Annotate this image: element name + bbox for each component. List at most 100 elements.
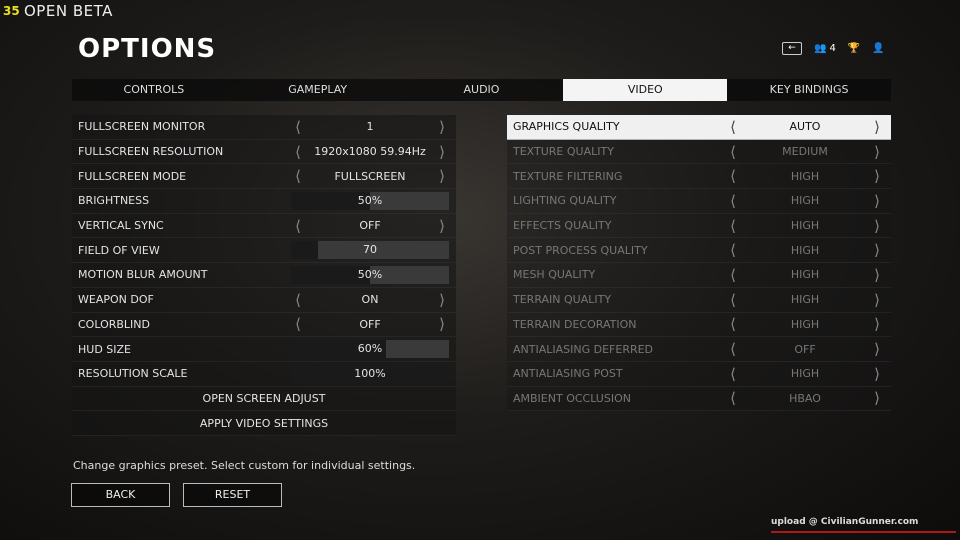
option-value: FULLSCREEN xyxy=(334,169,406,183)
setting-vertical-sync[interactable]: VERTICAL SYNC ⟨ OFF ⟩ xyxy=(72,213,456,239)
setting-mesh-quality[interactable]: MESH QUALITY ⟨ HIGH ⟩ xyxy=(507,263,891,288)
profile-icon[interactable]: 👤 xyxy=(872,43,885,54)
chevron-left-icon[interactable]: ⟨ xyxy=(730,191,736,210)
chevron-right-icon[interactable]: ⟩ xyxy=(874,315,880,334)
chevron-right-icon[interactable]: ⟩ xyxy=(874,142,880,161)
chevron-right-icon[interactable]: ⟩ xyxy=(439,315,445,334)
chevron-right-icon[interactable]: ⟩ xyxy=(874,167,880,186)
chevron-right-icon[interactable]: ⟩ xyxy=(874,191,880,210)
back-arrow-icon[interactable]: ← xyxy=(782,42,802,55)
chevron-right-icon[interactable]: ⟩ xyxy=(439,290,445,309)
setting-ambient-occlusion[interactable]: AMBIENT OCCLUSION ⟨ HBAO ⟩ xyxy=(507,386,891,412)
option-value: HBAO xyxy=(789,391,821,405)
setting-lighting-quality[interactable]: LIGHTING QUALITY ⟨ HIGH ⟩ xyxy=(507,189,891,214)
setting-field-of-view[interactable]: FIELD OF VIEW 70 xyxy=(72,238,456,264)
setting-label: BRIGHTNESS xyxy=(78,194,150,208)
slider[interactable]: 70 xyxy=(291,241,449,260)
chevron-left-icon[interactable]: ⟨ xyxy=(730,167,736,186)
setting-effects-quality[interactable]: EFFECTS QUALITY ⟨ HIGH ⟩ xyxy=(507,213,891,239)
setting-antialiasing-post[interactable]: ANTIALIASING POST ⟨ HIGH ⟩ xyxy=(507,361,891,387)
setting-antialiasing-deferred[interactable]: ANTIALIASING DEFERRED ⟨ OFF ⟩ xyxy=(507,337,891,362)
setting-texture-quality[interactable]: TEXTURE QUALITY ⟨ MEDIUM ⟩ xyxy=(507,139,891,165)
slider-fill xyxy=(291,241,318,260)
setting-label: ANTIALIASING DEFERRED xyxy=(513,342,654,356)
chevron-left-icon[interactable]: ⟨ xyxy=(295,216,301,235)
chevron-right-icon[interactable]: ⟩ xyxy=(874,216,880,235)
squad-icon: 👥 xyxy=(814,43,827,54)
chevron-right-icon[interactable]: ⟩ xyxy=(874,389,880,408)
setting-label: TERRAIN DECORATION xyxy=(513,317,637,331)
setting-fullscreen-mode[interactable]: FULLSCREEN MODE ⟨ FULLSCREEN ⟩ xyxy=(72,164,456,190)
chevron-left-icon[interactable]: ⟨ xyxy=(730,364,736,383)
chevron-left-icon[interactable]: ⟨ xyxy=(730,117,736,136)
tab-audio[interactable]: AUDIO xyxy=(463,83,500,96)
setting-graphics-quality[interactable]: GRAPHICS QUALITY ⟨ AUTO ⟩ xyxy=(507,115,891,140)
chevron-right-icon[interactable]: ⟩ xyxy=(874,117,880,136)
setting-post-process-quality[interactable]: POST PROCESS QUALITY ⟨ HIGH ⟩ xyxy=(507,238,891,264)
chevron-left-icon[interactable]: ⟨ xyxy=(730,142,736,161)
chevron-right-icon[interactable]: ⟩ xyxy=(874,265,880,284)
slider[interactable]: 50% xyxy=(291,265,449,284)
setting-label: POST PROCESS QUALITY xyxy=(513,243,648,257)
chevron-left-icon[interactable]: ⟨ xyxy=(295,142,301,161)
chevron-right-icon[interactable]: ⟩ xyxy=(439,117,445,136)
setting-motion-blur-amount[interactable]: MOTION BLUR AMOUNT 50% xyxy=(72,263,456,288)
slider[interactable]: 60% xyxy=(291,340,449,359)
setting-label: FULLSCREEN RESOLUTION xyxy=(78,145,224,159)
tab-video[interactable]: VIDEO xyxy=(563,79,728,101)
chevron-right-icon[interactable]: ⟩ xyxy=(874,241,880,260)
setting-terrain-quality[interactable]: TERRAIN QUALITY ⟨ HIGH ⟩ xyxy=(507,287,891,313)
chevron-right-icon[interactable]: ⟩ xyxy=(874,340,880,359)
slider-fill xyxy=(291,340,386,359)
chevron-left-icon[interactable]: ⟨ xyxy=(730,340,736,359)
apply-video-settings-button[interactable]: APPLY VIDEO SETTINGS xyxy=(72,411,456,436)
chevron-left-icon[interactable]: ⟨ xyxy=(730,241,736,260)
chevron-left-icon[interactable]: ⟨ xyxy=(730,290,736,309)
reset-button[interactable]: RESET xyxy=(183,483,282,507)
chevron-left-icon[interactable]: ⟨ xyxy=(730,389,736,408)
chevron-right-icon[interactable]: ⟩ xyxy=(874,290,880,309)
chevron-right-icon[interactable]: ⟩ xyxy=(439,167,445,186)
slider[interactable]: 100% xyxy=(291,364,449,383)
option-selector: ⟨ OFF ⟩ xyxy=(726,340,884,358)
tab-gameplay[interactable]: GAMEPLAY xyxy=(288,83,348,96)
help-text: Change graphics preset. Select custom fo… xyxy=(73,459,416,472)
option-value: HIGH xyxy=(790,169,820,183)
tab-controls[interactable]: CONTROLS xyxy=(123,83,185,96)
chevron-left-icon[interactable]: ⟨ xyxy=(295,315,301,334)
chevron-right-icon[interactable]: ⟩ xyxy=(874,364,880,383)
setting-terrain-decoration[interactable]: TERRAIN DECORATION ⟨ HIGH ⟩ xyxy=(507,312,891,338)
option-selector: ⟨ MEDIUM ⟩ xyxy=(726,143,884,161)
setting-label: EFFECTS QUALITY xyxy=(513,219,612,233)
setting-label: TEXTURE FILTERING xyxy=(513,169,623,183)
chevron-right-icon[interactable]: ⟩ xyxy=(439,142,445,161)
chevron-left-icon[interactable]: ⟨ xyxy=(295,117,301,136)
setting-fullscreen-resolution[interactable]: FULLSCREEN RESOLUTION ⟨ 1920x1080 59.94Hz ⟩ xyxy=(72,139,456,165)
setting-brightness[interactable]: BRIGHTNESS 50% xyxy=(72,189,456,214)
chevron-right-icon[interactable]: ⟩ xyxy=(439,216,445,235)
squad-button[interactable]: 👥 4 xyxy=(814,43,836,54)
setting-weapon-dof[interactable]: WEAPON DOF ⟨ ON ⟩ xyxy=(72,287,456,313)
back-button[interactable]: BACK xyxy=(71,483,170,507)
option-selector: ⟨ 1920x1080 59.94Hz ⟩ xyxy=(291,143,449,161)
setting-label: RESOLUTION SCALE xyxy=(78,367,188,381)
option-value: OFF xyxy=(359,317,381,331)
fps-counter: 35 xyxy=(3,4,20,18)
chevron-left-icon[interactable]: ⟨ xyxy=(295,290,301,309)
chevron-left-icon[interactable]: ⟨ xyxy=(730,315,736,334)
slider[interactable]: 50% xyxy=(291,191,449,210)
setting-fullscreen-monitor[interactable]: FULLSCREEN MONITOR ⟨ 1 ⟩ xyxy=(72,115,456,140)
setting-texture-filtering[interactable]: TEXTURE FILTERING ⟨ HIGH ⟩ xyxy=(507,164,891,190)
option-selector: ⟨ OFF ⟩ xyxy=(291,315,449,333)
setting-hud-size[interactable]: HUD SIZE 60% xyxy=(72,337,456,362)
option-value: OFF xyxy=(359,219,381,233)
open-screen-adjust-button[interactable]: OPEN SCREEN ADJUST xyxy=(72,386,456,412)
tab-key-bindings[interactable]: KEY BINDINGS xyxy=(769,83,849,96)
setting-resolution-scale[interactable]: RESOLUTION SCALE 100% xyxy=(72,361,456,387)
trophy-icon[interactable]: 🏆 xyxy=(847,43,861,54)
chevron-left-icon[interactable]: ⟨ xyxy=(730,216,736,235)
chevron-left-icon[interactable]: ⟨ xyxy=(730,265,736,284)
setting-colorblind[interactable]: COLORBLIND ⟨ OFF ⟩ xyxy=(72,312,456,338)
chevron-left-icon[interactable]: ⟨ xyxy=(295,167,301,186)
option-selector: ⟨ HIGH ⟩ xyxy=(726,315,884,333)
